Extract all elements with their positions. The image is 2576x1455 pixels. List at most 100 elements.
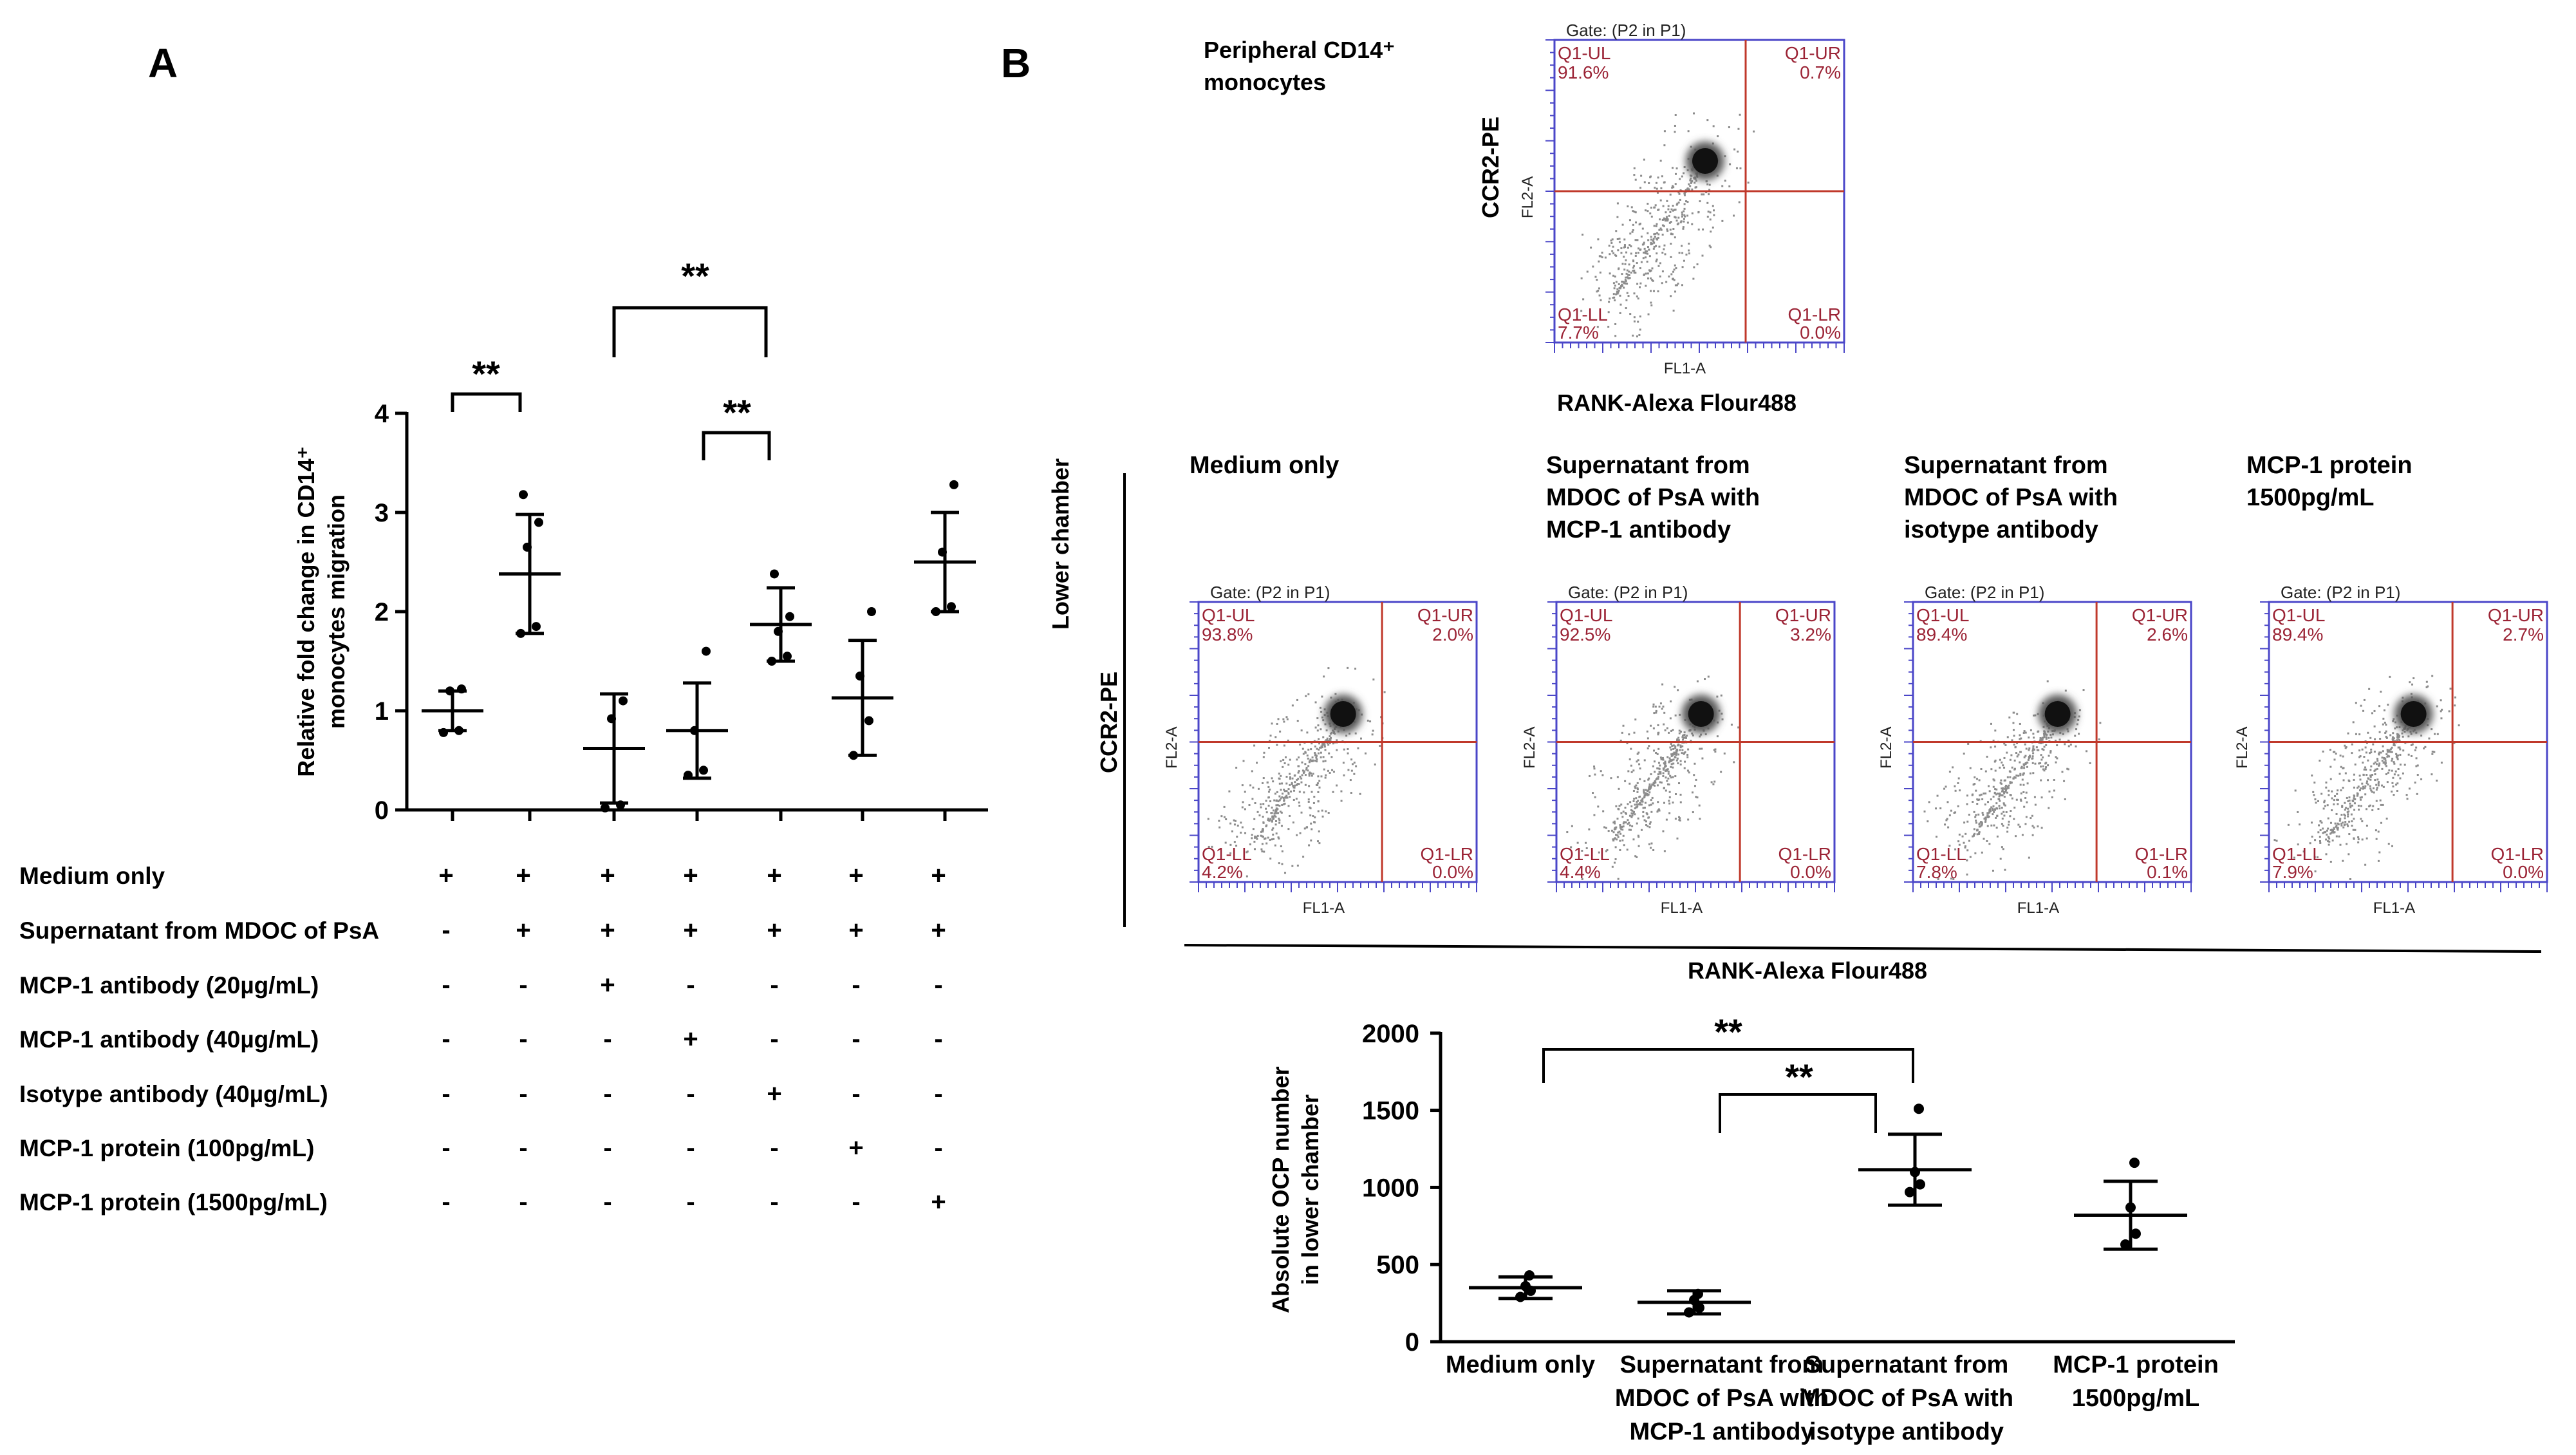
facs-event [2040, 758, 2043, 761]
facs-event [2317, 831, 2320, 834]
facs-event [1269, 819, 1271, 821]
facs-event [2381, 784, 2384, 787]
facs-event [1645, 820, 1648, 823]
facs-event [1654, 706, 1657, 708]
condition-sign: + [848, 861, 863, 890]
facs-event [1597, 805, 1600, 808]
facs-event [1683, 734, 1685, 737]
facs-event [1289, 773, 1291, 775]
facs-event [1659, 771, 1662, 773]
facs-plot-peripheral: Q1-UL91.6%Q1-UR0.7%Q1-LL7.7%Q1-LR0.0%Gat… [1519, 21, 1845, 377]
facs-event [2344, 814, 2346, 817]
facs-event [1597, 290, 1600, 292]
facs-event [1307, 800, 1310, 803]
facs-event [1701, 747, 1703, 750]
facs-event [2387, 704, 2389, 706]
facs-event [2397, 735, 2400, 737]
quadrant-value-ul: 91.6% [1558, 62, 1609, 82]
facs-event [2324, 831, 2327, 834]
facs-event [2347, 800, 2349, 802]
facs-event [1691, 732, 1694, 735]
facs-event [1634, 813, 1636, 816]
data-point [1693, 1288, 1703, 1299]
facs-event [2049, 750, 2052, 753]
facs-event [1357, 747, 1359, 749]
facs-event [1283, 720, 1285, 723]
facs-event [1683, 165, 1686, 168]
facs-event [2342, 821, 2344, 824]
facs-event [1616, 838, 1618, 841]
facs-event [1668, 731, 1670, 734]
facs-event [1672, 758, 1675, 761]
facs-event [1616, 238, 1619, 241]
facs-event [2353, 797, 2355, 800]
facs-event [1662, 775, 1665, 778]
facs-event [2031, 814, 2033, 817]
facs-event [1262, 828, 1264, 831]
facs-event [2328, 837, 2331, 840]
facs-event [2382, 785, 2385, 788]
facs-event [1968, 840, 1970, 842]
data-group [2074, 1158, 2187, 1251]
facs-event [1620, 252, 1623, 254]
facs-event [1598, 260, 1600, 263]
x-category-label: 1500pg/mL [2072, 1385, 2200, 1412]
facs-event [2351, 752, 2353, 755]
facs-event [2348, 820, 2351, 823]
facs-event [2016, 742, 2019, 744]
facs-event [2361, 748, 2364, 751]
condition-sign: + [600, 916, 615, 944]
facs-event [1292, 784, 1294, 787]
facs-event [1986, 812, 1989, 814]
facs-event [2026, 762, 2029, 764]
facs-event [1634, 211, 1637, 214]
facs-event [2001, 787, 2003, 790]
facs-event [2359, 796, 2362, 799]
panel-a-condition-table: Medium only + + + + + + +Supernatant from MDOC … [19, 861, 946, 1216]
facs-event [1637, 252, 1639, 254]
condition-sign: + [516, 916, 530, 944]
facs-event [1973, 828, 1975, 831]
facs-event [2302, 850, 2305, 853]
panel-a-ylabel-line2: monocytes migration [323, 494, 350, 729]
facs-event [1626, 283, 1629, 285]
facs-event [1667, 771, 1670, 773]
facs-event [1633, 320, 1636, 323]
facs-event [1318, 742, 1321, 745]
facs-event [1644, 802, 1647, 804]
facs-event [1639, 282, 1642, 285]
facs-event [2375, 784, 2378, 786]
facs-event [1627, 295, 1630, 297]
facs-event [1304, 751, 1307, 754]
facs-event [2394, 770, 2397, 773]
facs-event [2381, 767, 2384, 770]
facs-event [1282, 803, 1285, 805]
facs-event [2346, 811, 2349, 814]
facs-event [1321, 695, 1323, 698]
facs-event [1307, 757, 1309, 760]
facs-event [1334, 693, 1337, 695]
facs-event [1691, 791, 1694, 794]
facs-event [1691, 188, 1694, 191]
facs-event [1298, 770, 1300, 773]
facs-event [2391, 746, 2393, 749]
facs-event [1641, 797, 1644, 800]
facs-event [1264, 837, 1267, 840]
facs-event [1265, 811, 1268, 814]
facs-event [1747, 182, 1750, 184]
facs-event [2366, 780, 2369, 783]
facs-event [1668, 275, 1670, 277]
facs-event [2012, 711, 2015, 714]
quadrant-name-ul: Q1-UL [1916, 605, 1969, 625]
facs-event [2012, 729, 2015, 731]
facs-event [2067, 745, 2070, 747]
facs-event [2319, 829, 2322, 831]
facs-event [2342, 767, 2345, 769]
facs-event [1637, 759, 1639, 762]
data-group [583, 692, 645, 812]
facs-event [1625, 307, 1627, 310]
facs-event [1650, 773, 1652, 776]
facs-event [1974, 832, 1976, 835]
facs-event [2371, 712, 2373, 715]
facs-event [1266, 781, 1269, 784]
